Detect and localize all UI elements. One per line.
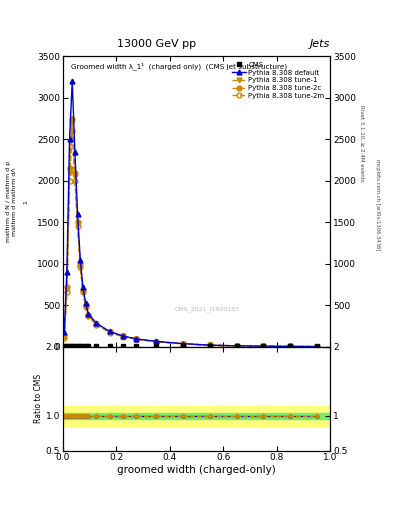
Text: Rivet 3.1.10, ≥ 2.4M events: Rivet 3.1.10, ≥ 2.4M events: [359, 105, 364, 182]
Text: CMS_2021_I1920187: CMS_2021_I1920187: [175, 306, 240, 312]
X-axis label: groomed width (charged-only): groomed width (charged-only): [117, 465, 276, 475]
Text: mathrm d²N
mathrm d p mathrm d Λ

mathrm d N / mathrm d p
mathrm d mathrm dΛ

1: mathrm d²N mathrm d p mathrm d Λ mathrm …: [0, 161, 28, 242]
Legend: CMS, Pythia 8.308 default, Pythia 8.308 tune-1, Pythia 8.308 tune-2c, Pythia 8.3: CMS, Pythia 8.308 default, Pythia 8.308 …: [230, 60, 327, 101]
Text: 13000 GeV pp: 13000 GeV pp: [117, 38, 196, 49]
Text: Jets: Jets: [310, 38, 330, 49]
Y-axis label: Ratio to CMS: Ratio to CMS: [34, 374, 43, 423]
Text: Groomed width λ_1¹  (charged only)  (CMS jet substructure): Groomed width λ_1¹ (charged only) (CMS j…: [71, 62, 287, 70]
Text: mcplots.cern.ch [arXiv:1306.3436]: mcplots.cern.ch [arXiv:1306.3436]: [375, 159, 380, 250]
